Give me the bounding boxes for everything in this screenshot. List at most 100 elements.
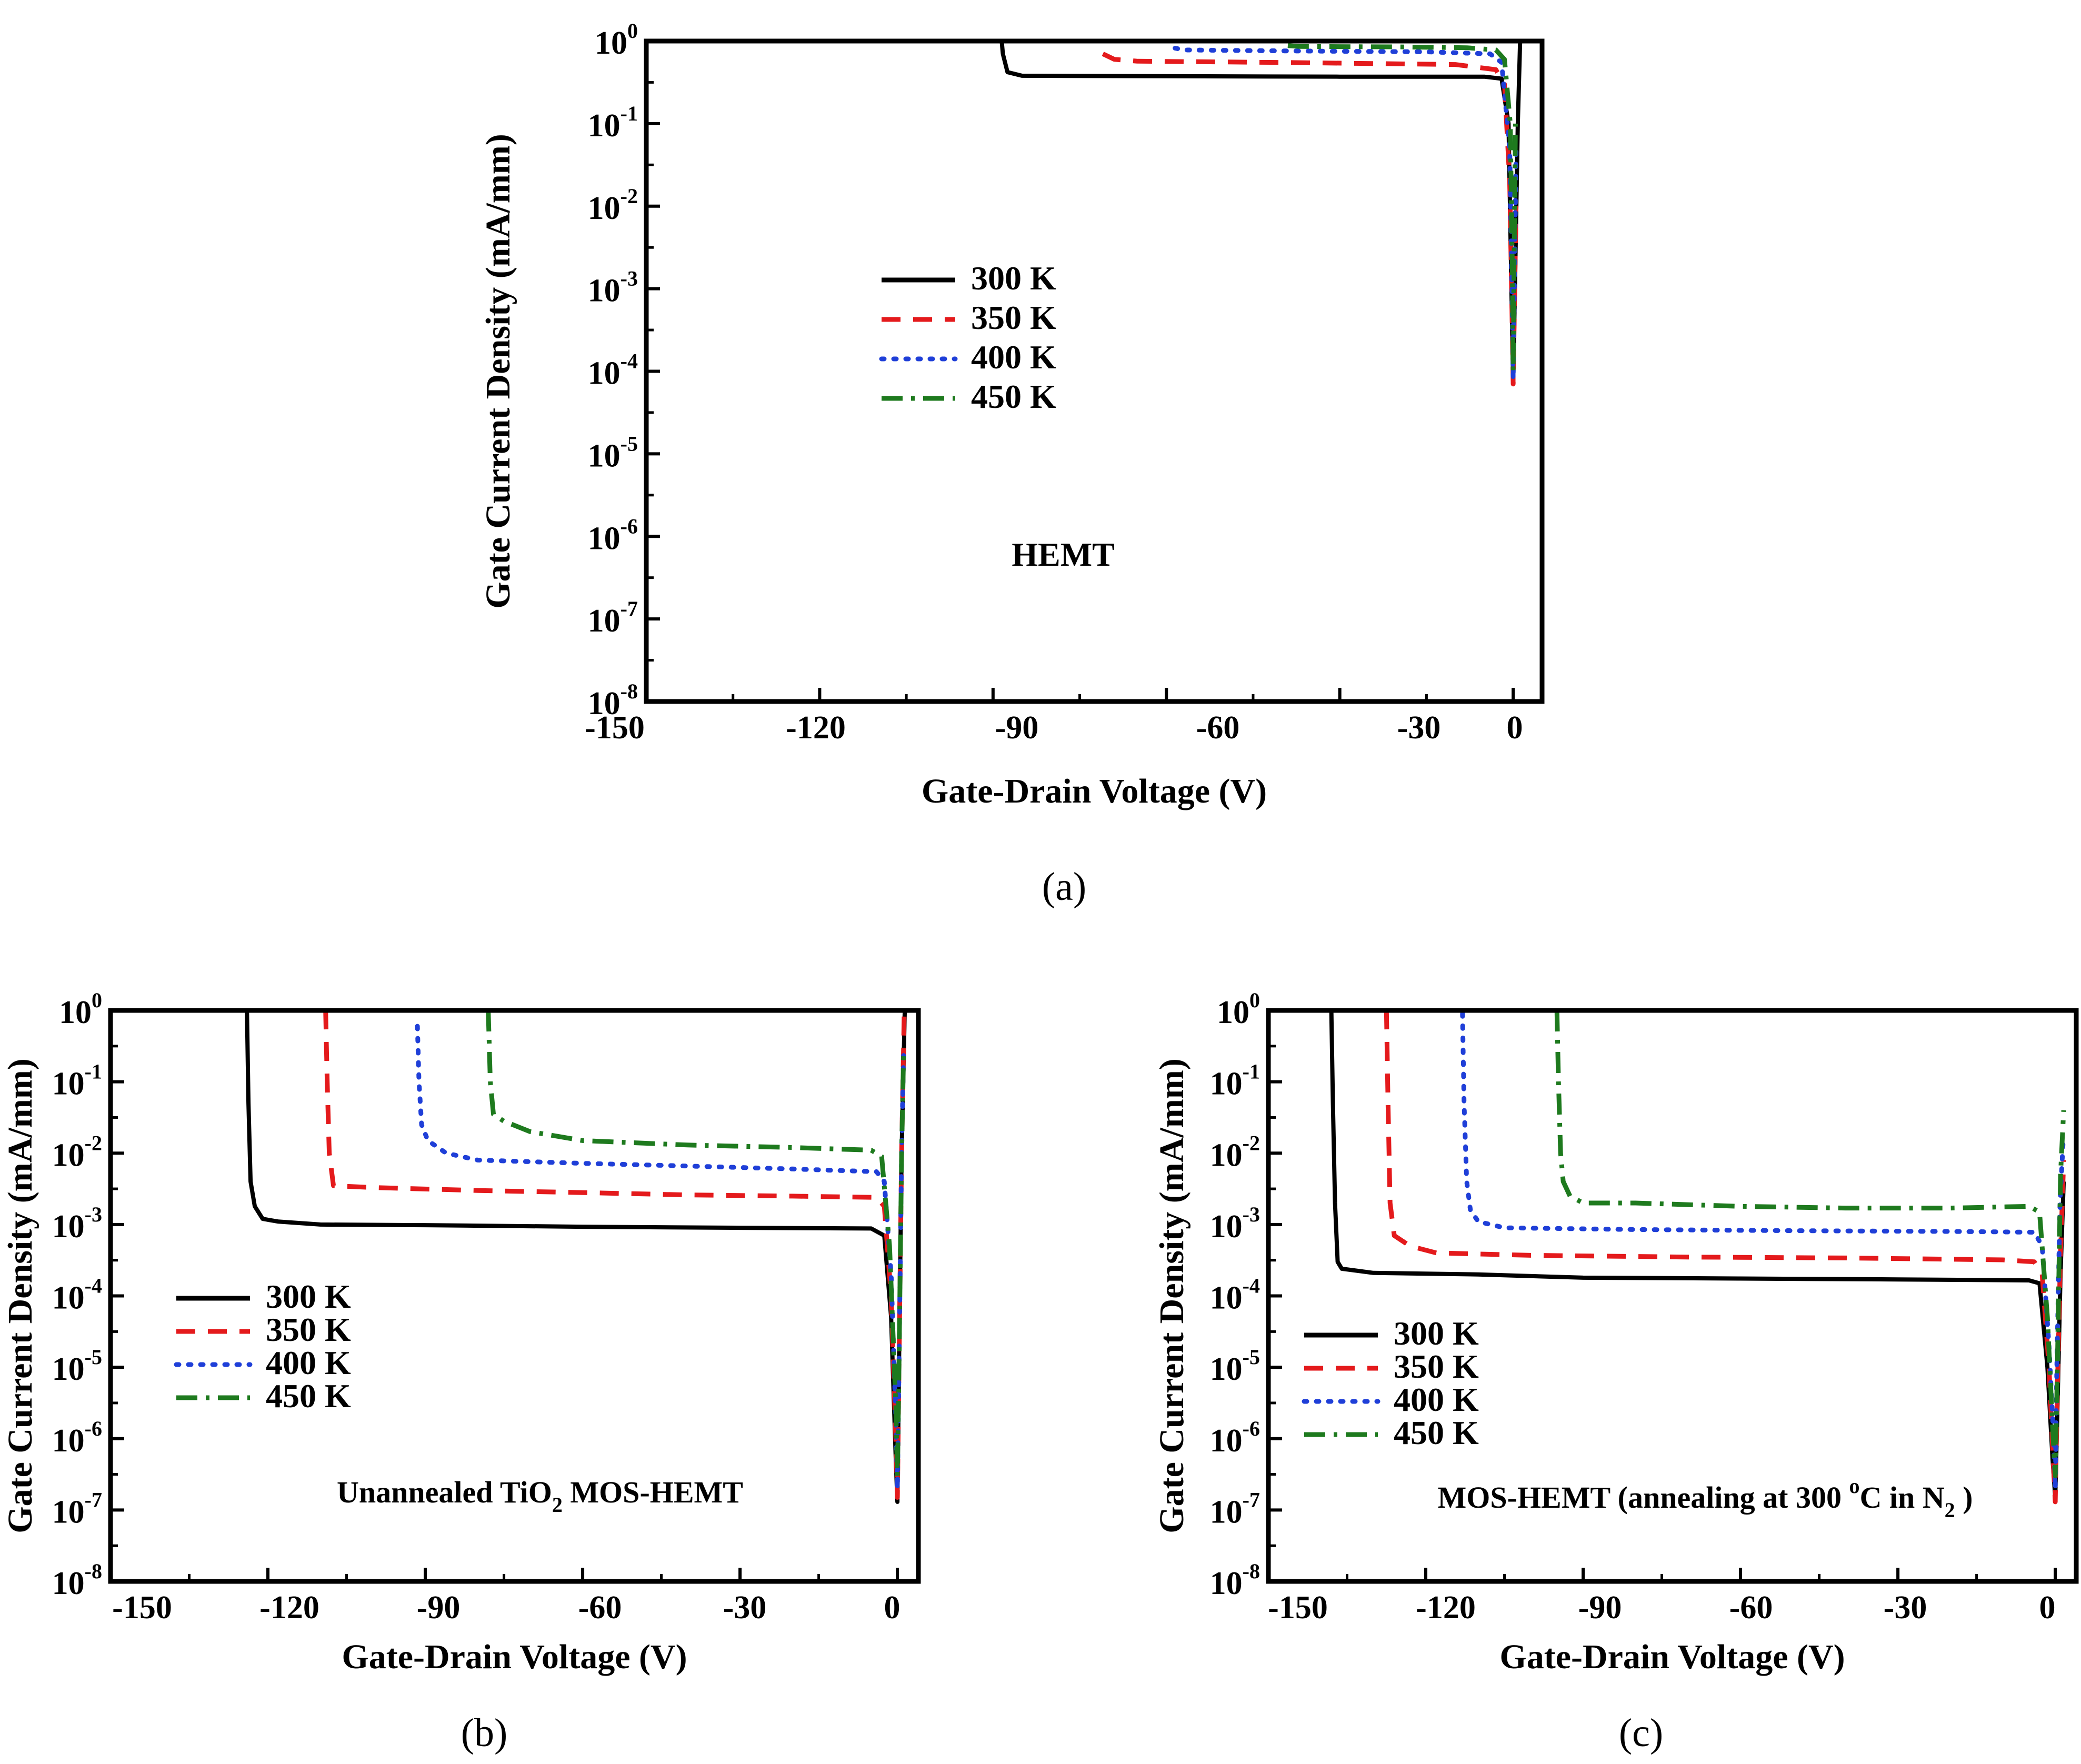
- y-tick-base: 10: [1210, 1137, 1243, 1173]
- y-tick-exponent: -3: [621, 267, 638, 290]
- y-tick-label: 10-2: [588, 184, 638, 226]
- annotation-main: MOS-HEMT (annealing at 300: [1438, 1480, 1849, 1515]
- y-tick-base: 10: [588, 438, 621, 474]
- panel-annotation: Unannealed TiO2 MOS-HEMT: [337, 1475, 743, 1517]
- chart-panel-2: -150 -120 -90 -60 -30 010010-110-210-310-410-…: [1, 988, 921, 1755]
- x-tick-label: -90: [1578, 1590, 1622, 1626]
- y-tick-label: 10-6: [588, 514, 638, 556]
- y-tick-label: 100: [59, 988, 102, 1030]
- x-axis-title: Gate-Drain Voltage (V): [1499, 1638, 1845, 1676]
- y-tick-exponent: -8: [621, 679, 638, 703]
- legend-label: 450 K: [971, 378, 1056, 415]
- x-axis-title: Gate-Drain Voltage (V): [922, 772, 1267, 810]
- y-tick-exponent: -7: [621, 597, 638, 620]
- series-line-450k: [1554, 1010, 2066, 1479]
- series-line-450k: [486, 1010, 906, 1479]
- y-axis-title: Gate Current Density (mA/mm): [1153, 1058, 1191, 1533]
- y-tick-exponent: -4: [621, 349, 638, 373]
- y-tick-exponent: 0: [1249, 988, 1260, 1012]
- y-tick-base: 10: [1210, 1066, 1243, 1102]
- y-tick-label: 10-6: [52, 1417, 102, 1459]
- x-tick-label: -150: [585, 710, 645, 746]
- x-tick-label: -90: [995, 710, 1039, 746]
- annotation-degree: o: [1849, 1474, 1860, 1498]
- y-tick-label: 100: [1217, 988, 1260, 1030]
- series-lines: [999, 41, 1523, 387]
- legend-label: 350 K: [971, 299, 1056, 336]
- y-tick-label: 10-7: [52, 1488, 102, 1530]
- x-tick-label: -120: [1416, 1590, 1476, 1626]
- y-tick-exponent: -6: [621, 514, 638, 538]
- y-tick-base: 10: [1210, 1566, 1243, 1601]
- y-tick-label: 10-8: [52, 1559, 102, 1601]
- legend-label: 350 K: [266, 1311, 351, 1348]
- panel-annotation: HEMT: [1012, 536, 1115, 573]
- x-tick-label: -60: [1196, 710, 1240, 746]
- y-tick-label: 10-1: [588, 102, 638, 144]
- x-tick-label: -30: [723, 1590, 767, 1626]
- x-tick-label: -150: [1268, 1590, 1328, 1626]
- y-tick-label: 10-5: [52, 1345, 102, 1387]
- y-tick-base: 10: [52, 1137, 85, 1173]
- y-tick-exponent: -6: [85, 1417, 102, 1440]
- y-tick-label: 10-3: [52, 1202, 102, 1245]
- x-axis-title: Gate-Drain Voltage (V): [342, 1638, 687, 1676]
- y-tick-exponent: -1: [1243, 1060, 1260, 1084]
- y-tick-exponent: -4: [1243, 1274, 1260, 1298]
- y-tick-base: 10: [52, 1351, 85, 1387]
- annotation-main: Unannealed TiO: [337, 1475, 552, 1509]
- panel-caption: (c): [1619, 1711, 1663, 1755]
- x-tick-label: -30: [1397, 710, 1441, 746]
- series-lines: [1329, 1010, 2066, 1505]
- y-tick-label: 10-4: [1210, 1274, 1260, 1316]
- y-tick-exponent: -7: [85, 1488, 102, 1511]
- y-tick-label: 10-2: [52, 1131, 102, 1173]
- y-tick-exponent: -1: [621, 102, 638, 125]
- legend-label: 450 K: [1394, 1414, 1479, 1451]
- x-tick-label: -120: [786, 710, 846, 746]
- series-line-350k: [1102, 52, 1519, 387]
- y-tick-base: 10: [1210, 1351, 1243, 1387]
- legend-label: 300 K: [1394, 1315, 1479, 1352]
- series-line-450k: [1287, 43, 1518, 374]
- series-line-400k: [1460, 1011, 2066, 1491]
- annotation-mid: C in N: [1860, 1480, 1945, 1515]
- x-tick-label: -120: [259, 1590, 319, 1626]
- y-tick-exponent: -2: [621, 184, 638, 208]
- y-tick-base: 10: [588, 520, 621, 556]
- series-line-350k: [323, 1010, 907, 1500]
- y-tick-exponent: -5: [85, 1345, 102, 1369]
- y-axis-title: Gate Current Density (mA/mm): [1, 1058, 39, 1533]
- series-line-350k: [1384, 1010, 2066, 1505]
- y-tick-base: 10: [52, 1280, 85, 1316]
- y-tick-label: 10-7: [588, 597, 638, 639]
- y-tick-exponent: -3: [1243, 1202, 1260, 1226]
- y-tick-label: 10-4: [52, 1274, 102, 1316]
- y-tick-label: 10-3: [588, 267, 638, 309]
- chart-panel-1: -150 -120 -90 -60 -30 010010-110-210-310-410-…: [479, 19, 1545, 909]
- x-tick-label: -150: [112, 1590, 172, 1626]
- y-tick-exponent: 0: [92, 988, 102, 1012]
- y-axis-title: Gate Current Density (mA/mm): [479, 134, 517, 608]
- annotation-tail: MOS-HEMT: [563, 1475, 743, 1509]
- legend-label: 450 K: [266, 1377, 351, 1415]
- y-tick-exponent: -8: [85, 1559, 102, 1583]
- y-tick-base: 10: [52, 1066, 85, 1102]
- y-tick-label: 10-6: [1210, 1417, 1260, 1459]
- y-tick-base: 10: [588, 603, 621, 639]
- legend-label: 400 K: [1394, 1381, 1479, 1418]
- y-tick-label: 100: [595, 19, 638, 61]
- y-tick-base: 10: [588, 273, 621, 309]
- y-tick-label: 10-7: [1210, 1488, 1260, 1530]
- y-tick-exponent: -3: [85, 1202, 102, 1226]
- series-line-300k: [999, 41, 1523, 386]
- x-tick-label: 0: [884, 1590, 901, 1626]
- y-tick-label: 10-2: [1210, 1131, 1260, 1173]
- y-tick-base: 10: [52, 1566, 85, 1601]
- y-tick-exponent: -5: [1243, 1345, 1260, 1369]
- legend-label: 400 K: [971, 338, 1056, 376]
- annotation-subscript: 2: [1945, 1498, 1955, 1522]
- y-tick-label: 10-1: [1210, 1060, 1260, 1102]
- y-tick-base: 10: [588, 356, 621, 392]
